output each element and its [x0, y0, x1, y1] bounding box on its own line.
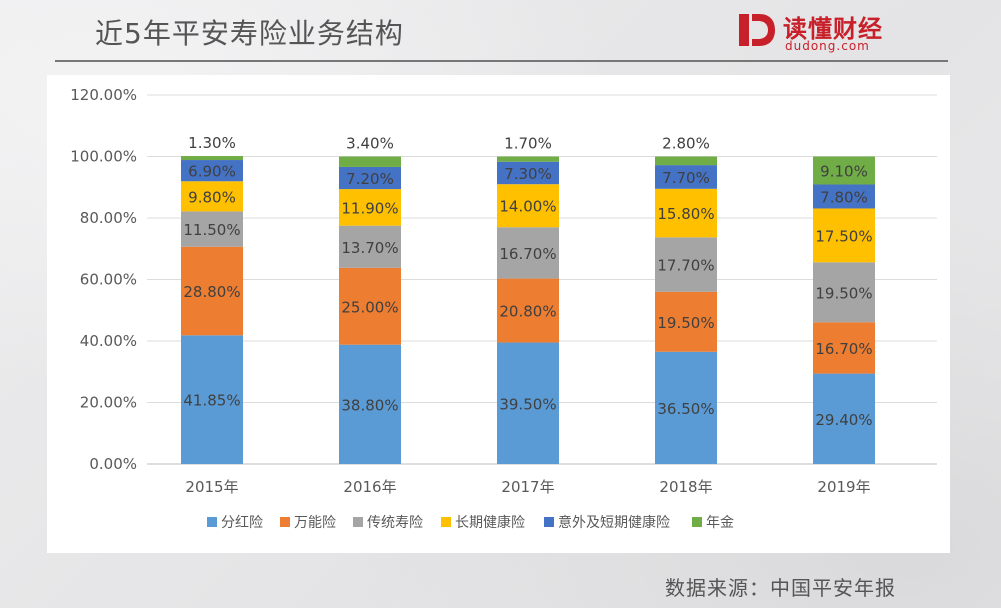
data-label: 19.50% [815, 284, 872, 302]
bar-segment [813, 262, 875, 323]
bar-segment [181, 211, 243, 247]
data-label: 7.80% [820, 188, 868, 206]
data-label: 9.80% [188, 188, 236, 206]
data-label: 13.70% [341, 239, 398, 257]
bar-segment [813, 373, 875, 464]
data-label: 2.80% [662, 135, 710, 153]
data-label: 20.80% [499, 303, 556, 321]
bar-segment [655, 237, 717, 292]
data-label: 38.80% [341, 396, 398, 414]
data-label: 9.10% [820, 162, 868, 180]
data-label: 41.85% [183, 392, 240, 410]
y-tick-label: 80.00% [80, 209, 137, 227]
data-label: 28.80% [183, 283, 240, 301]
x-tick-label: 2016年 [343, 478, 396, 496]
data-label: 7.30% [504, 165, 552, 183]
y-tick-label: 120.00% [70, 86, 137, 104]
bar-segment [339, 267, 401, 345]
legend-label: 意外及短期健康险 [558, 514, 670, 531]
data-label: 16.70% [815, 340, 872, 358]
bar-segment [497, 278, 559, 343]
data-label: 3.40% [346, 135, 394, 153]
data-label: 7.20% [346, 170, 394, 188]
bar-segment [339, 156, 401, 167]
logo-name: 读懂财经 [783, 15, 883, 43]
page-title: 近5年平安寿险业务结构 [95, 17, 404, 50]
y-tick-label: 0.00% [89, 455, 137, 473]
legend-swatch [353, 517, 363, 527]
bar-segment [497, 342, 559, 464]
legend-swatch [441, 517, 451, 527]
bar-segment [339, 166, 401, 190]
legend-label: 长期健康险 [455, 514, 525, 531]
y-tick-label: 100.00% [70, 148, 137, 166]
bar-segment [655, 165, 717, 189]
legend-swatch [692, 517, 702, 527]
bar-segment [813, 156, 875, 185]
brand-logo: 读懂财经 dudong.com [735, 6, 935, 56]
y-tick-label: 60.00% [80, 271, 137, 289]
data-label: 1.30% [188, 134, 236, 152]
data-label: 6.90% [188, 163, 236, 181]
bar-segment [813, 322, 875, 374]
legend-swatch [207, 517, 217, 527]
legend-label: 分红险 [221, 515, 263, 531]
legend-swatch [280, 517, 290, 527]
data-label: 17.70% [657, 257, 714, 275]
x-tick-label: 2018年 [659, 478, 712, 496]
bar-segment [655, 188, 717, 238]
bar-segment [497, 161, 559, 185]
data-label: 11.50% [183, 221, 240, 239]
data-label: 19.50% [657, 314, 714, 332]
bar-segment [339, 344, 401, 464]
x-tick-label: 2015年 [185, 478, 238, 496]
legend-swatch [544, 517, 554, 527]
data-label: 1.70% [504, 135, 552, 153]
bar-segment [497, 156, 559, 162]
data-label: 14.00% [499, 198, 556, 216]
data-label: 25.00% [341, 298, 398, 316]
data-label: 39.50% [499, 395, 556, 413]
bar-segment [655, 291, 717, 352]
data-label: 16.70% [499, 245, 556, 263]
bar-segment [181, 246, 243, 336]
bar-segment [655, 351, 717, 464]
bar-segment [497, 184, 559, 228]
y-tick-label: 40.00% [80, 332, 137, 350]
bar-segment [655, 156, 717, 166]
data-label: 7.70% [662, 169, 710, 187]
y-tick-label: 20.00% [80, 394, 137, 412]
legend-label: 年金 [706, 515, 734, 531]
x-tick-label: 2019年 [817, 478, 870, 496]
data-label: 29.40% [815, 411, 872, 429]
title-underline [55, 60, 948, 62]
legend-label: 万能险 [294, 515, 336, 531]
x-tick-label: 2017年 [501, 478, 554, 496]
data-source: 数据来源：中国平安年报 [665, 576, 896, 600]
bar-segment [339, 225, 401, 268]
stacked-bar-chart: 0.00% 20.00% 40.00% 60.00% 80.00% 100.00% 120.… [70, 86, 937, 531]
bar-segment [181, 156, 243, 161]
bar-segment [813, 184, 875, 209]
data-label: 17.50% [815, 227, 872, 245]
bar-segment [813, 208, 875, 263]
data-label: 36.50% [657, 400, 714, 418]
data-label: 11.90% [341, 199, 398, 217]
bar-segment [497, 227, 559, 279]
logo-d-icon [739, 14, 775, 46]
chart-panel: 0.00% 20.00% 40.00% 60.00% 80.00% 100.00% 120.… [47, 75, 950, 553]
data-label: 15.80% [657, 205, 714, 223]
bar-segment [181, 160, 243, 182]
legend-label: 传统寿险 [367, 514, 423, 531]
bar-segment [181, 181, 243, 212]
logo-domain: dudong.com [785, 39, 870, 53]
bar-segment [181, 335, 243, 464]
bar-segment [339, 189, 401, 226]
